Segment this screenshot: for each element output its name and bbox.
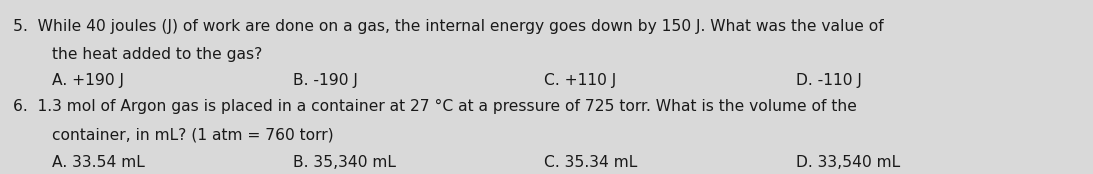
Text: C. 35.34 mL: C. 35.34 mL xyxy=(544,155,637,170)
Text: B. 35,340 mL: B. 35,340 mL xyxy=(293,155,396,170)
Text: D. -110 J: D. -110 J xyxy=(796,73,861,88)
Text: container, in mL? (1 atm = 760 torr): container, in mL? (1 atm = 760 torr) xyxy=(52,127,334,142)
Text: A. 33.54 mL: A. 33.54 mL xyxy=(52,155,145,170)
Text: 5.  While 40 joules (J) of work are done on a gas, the internal energy goes down: 5. While 40 joules (J) of work are done … xyxy=(13,19,884,34)
Text: C. +110 J: C. +110 J xyxy=(544,73,616,88)
Text: the heat added to the gas?: the heat added to the gas? xyxy=(52,47,262,62)
Text: D. 33,540 mL: D. 33,540 mL xyxy=(796,155,900,170)
Text: 6.  1.3 mol of Argon gas is placed in a container at 27 °C at a pressure of 725 : 6. 1.3 mol of Argon gas is placed in a c… xyxy=(13,99,857,114)
Text: A. +190 J: A. +190 J xyxy=(52,73,125,88)
Text: B. -190 J: B. -190 J xyxy=(293,73,357,88)
